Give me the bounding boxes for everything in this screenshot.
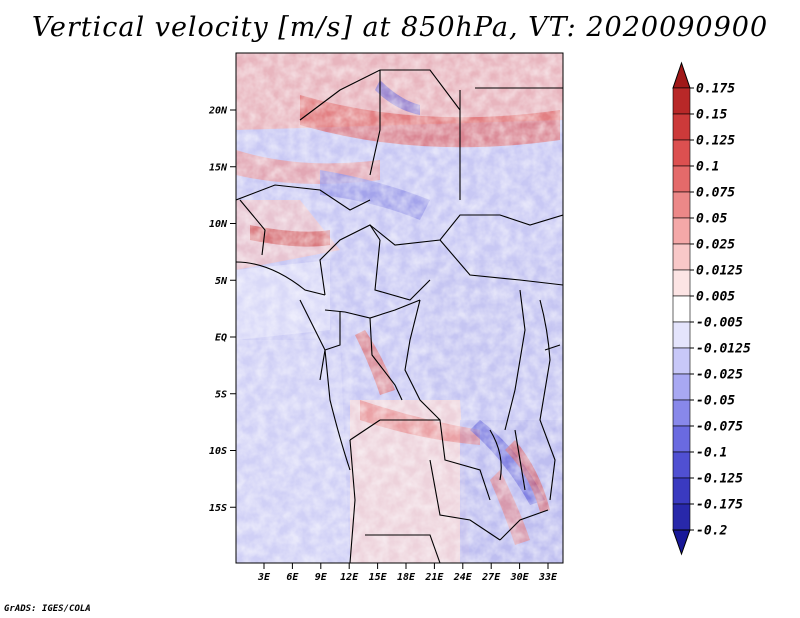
colorbar-label: 0.1 [696, 160, 719, 175]
map-title: Vertical velocity [m/s] at 850hPa, VT: 2… [31, 12, 769, 43]
colorbar-label: -0.2 [696, 524, 727, 539]
country-borders [236, 69, 563, 563]
longitude-axis: 3E 6E 9E 12E 15E 18E 21E 24E 27E 30E 33E [257, 563, 558, 583]
colorbar-segment [672, 217, 691, 245]
colorbar-label: 0.005 [696, 290, 735, 305]
colorbar-top-arrow [672, 61, 691, 89]
lon-tick-label: 6E [286, 572, 299, 583]
colorbar-segment [672, 477, 691, 505]
colorbar-label: -0.005 [696, 316, 743, 331]
lon-tick-label: 12E [340, 572, 359, 583]
colorbar-segment [672, 87, 691, 115]
lat-tick-label: 10N [209, 219, 228, 230]
colorbar-segment [672, 347, 691, 375]
colorbar-label: 0.05 [696, 212, 727, 227]
lat-tick-label: EQ [215, 333, 227, 344]
lat-tick-label: 10S [209, 446, 227, 457]
lon-tick-label: 15E [369, 572, 388, 583]
lat-tick-label: 5S [215, 389, 227, 400]
colorbar-bottom-arrow [672, 529, 691, 556]
colorbar-label: 0.075 [696, 186, 735, 201]
colorbar: 0.175 0.15 0.125 0.1 0.075 0.05 0.025 0.0125 0.0… [672, 61, 751, 556]
lon-tick-label: 18E [397, 572, 416, 583]
credit-text: GrADS: IGES/COLA [4, 604, 91, 614]
colorbar-label: -0.025 [696, 368, 743, 383]
lon-tick-label: 9E [315, 572, 328, 583]
colorbar-segment [672, 139, 691, 167]
lon-tick-label: 27E [481, 572, 501, 583]
velocity-field [236, 53, 563, 563]
colorbar-segment [672, 373, 691, 401]
colorbar-segment [672, 425, 691, 453]
lon-tick-label: 30E [510, 572, 530, 583]
colorbar-label: 0.175 [696, 82, 735, 97]
lat-tick-label: 5N [215, 276, 228, 287]
colorbar-segment [672, 191, 691, 219]
lon-tick-label: 24E [453, 572, 473, 583]
colorbar-label: 0.0125 [696, 264, 743, 279]
lat-tick-label: 20N [208, 106, 228, 117]
colorbar-label: -0.1 [696, 446, 727, 461]
lon-tick-label: 21E [424, 572, 444, 583]
colorbar-label: -0.0125 [696, 342, 751, 357]
colorbar-segment [672, 399, 691, 427]
colorbar-segment [672, 503, 691, 531]
colorbar-label: -0.125 [696, 472, 743, 487]
colorbar-label: -0.05 [696, 394, 735, 409]
colorbar-segment [672, 321, 691, 349]
colorbar-segment [672, 451, 691, 479]
colorbar-segment [672, 269, 691, 297]
lon-tick-label: 33E [538, 572, 558, 583]
colorbar-label: -0.175 [696, 498, 743, 513]
colorbar-segment [672, 243, 691, 271]
colorbar-label: 0.15 [696, 108, 727, 123]
colorbar-segment [672, 295, 691, 323]
latitude-axis: 20N 15N 10N 5N EQ 5S 10S 15S [208, 106, 236, 514]
lat-tick-label: 15S [209, 503, 227, 514]
lat-tick-label: 15N [209, 162, 228, 173]
colorbar-label: 0.125 [696, 134, 735, 149]
colorbar-label: -0.075 [696, 420, 743, 435]
colorbar-label: 0.025 [696, 238, 735, 253]
colorbar-segment [672, 113, 691, 141]
map-frame [235, 52, 564, 564]
colorbar-segment [672, 165, 691, 193]
lon-tick-label: 3E [257, 572, 271, 583]
